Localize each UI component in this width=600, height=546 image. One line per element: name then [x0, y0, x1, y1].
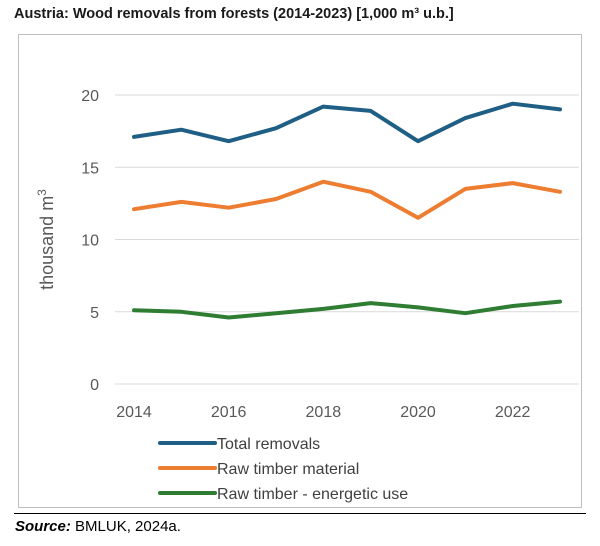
data-point-2-2015 — [179, 310, 183, 314]
data-point-0-2015 — [179, 128, 183, 132]
data-point-0-2020 — [416, 139, 420, 143]
data-point-0-2017 — [274, 126, 278, 130]
data-point-1-2022 — [511, 181, 515, 185]
source-note: Source: BMLUK, 2024a. — [15, 518, 181, 535]
x-tick-label-2014: 2014 — [116, 404, 152, 421]
data-point-1-2015 — [179, 200, 183, 204]
data-point-2-2022 — [511, 304, 515, 308]
data-point-2-2018 — [321, 307, 325, 311]
y-tick-label-0: 0 — [90, 377, 99, 394]
legend-label-2: Raw timber - energetic use — [217, 486, 408, 503]
data-point-1-2021 — [463, 187, 467, 191]
data-point-0-2023 — [558, 107, 562, 111]
data-point-1-2020 — [416, 216, 420, 220]
data-point-2-2014 — [132, 308, 136, 312]
data-point-0-2014 — [132, 135, 136, 139]
x-tick-label-2016: 2016 — [211, 404, 247, 421]
data-point-0-2018 — [321, 105, 325, 109]
y-tick-label-15: 15 — [81, 160, 99, 177]
data-point-0-2022 — [511, 102, 515, 106]
data-point-2-2019 — [369, 301, 373, 305]
x-tick-label-2022: 2022 — [495, 404, 531, 421]
legend-label-1: Raw timber material — [217, 461, 359, 478]
y-tick-label-5: 5 — [90, 305, 99, 322]
chart-title: Austria: Wood removals from forests (201… — [14, 6, 454, 22]
data-point-0-2021 — [463, 116, 467, 120]
legend: Total removals Raw timber material Raw tim… — [158, 436, 408, 503]
axes: 0 5 10 15 20 2014 2016 2018 2020 2022 thousand m3 — [35, 88, 531, 421]
x-tick-label-2018: 2018 — [306, 404, 342, 421]
data-point-2-2021 — [463, 311, 467, 315]
data-point-2-2016 — [227, 316, 231, 320]
legend-label-0: Total removals — [217, 436, 320, 453]
chart-area: 0 5 10 15 20 2014 2016 2018 2020 2022 thousand m3 … — [18, 34, 582, 508]
source-label: Source: — [15, 518, 71, 535]
footer-divider — [14, 513, 586, 514]
y-axis-title: thousand m3 — [35, 189, 57, 290]
data-point-1-2016 — [227, 206, 231, 210]
gridlines — [115, 94, 579, 385]
data-point-1-2023 — [558, 190, 562, 194]
data-point-0-2019 — [369, 109, 373, 113]
series-lines — [132, 101, 562, 320]
y-tick-label-20: 20 — [81, 88, 99, 105]
data-point-2-2023 — [558, 300, 562, 304]
series-line-2 — [132, 299, 562, 320]
data-point-2-2017 — [274, 311, 278, 315]
x-tick-label-2020: 2020 — [400, 404, 436, 421]
y-tick-label-10: 10 — [81, 233, 99, 250]
data-point-2-2020 — [416, 305, 420, 309]
series-line-1 — [132, 179, 562, 220]
data-point-1-2019 — [369, 190, 373, 194]
source-text: BMLUK, 2024a. — [75, 518, 181, 535]
data-point-1-2014 — [132, 207, 136, 211]
data-point-1-2017 — [274, 197, 278, 201]
data-point-0-2016 — [227, 139, 231, 143]
data-point-1-2018 — [321, 180, 325, 184]
y-axis-title-superscript: 3 — [35, 189, 49, 196]
series-line-0 — [132, 101, 562, 144]
